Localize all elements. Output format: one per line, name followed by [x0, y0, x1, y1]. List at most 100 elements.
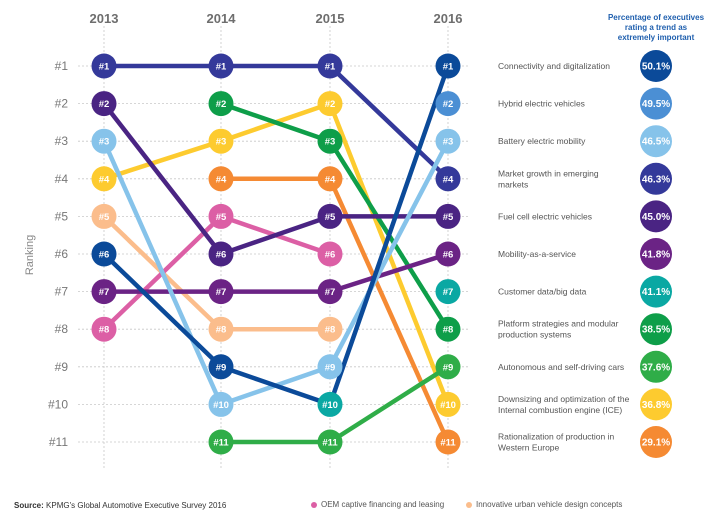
rank-node [435, 203, 461, 229]
rank-node [91, 128, 117, 154]
trend-label: Downsizing and optimization of the [498, 394, 630, 404]
trend-label: Autonomous and self-driving cars [498, 362, 624, 372]
x-tick-label: 2013 [90, 11, 119, 26]
rank-node [208, 316, 234, 342]
rank-node [435, 166, 461, 192]
trend-label: Internal combustion engine (ICE) [498, 405, 622, 415]
percent-badge [640, 162, 672, 195]
rank-node-label: #2 [216, 99, 227, 110]
rank-node-label: #7 [443, 287, 454, 298]
y-tick-label: #11 [49, 435, 68, 449]
rank-node [91, 316, 117, 342]
rank-node-label: #7 [216, 287, 227, 298]
percent-badge [640, 238, 672, 270]
legend-item-oem: OEM captive financing and leasing [311, 500, 444, 509]
legend-dot [311, 501, 317, 508]
y-tick-label: #6 [55, 247, 69, 261]
percent-value: 37.6% [642, 362, 670, 373]
percent-value: 50.1% [642, 62, 670, 73]
rank-node-label: #4 [216, 174, 227, 185]
trend-label: Western Europe [498, 443, 560, 453]
trend-label: markets [498, 179, 528, 189]
percent-value: 41.1% [642, 287, 670, 298]
percent-value: 38.5% [642, 325, 670, 336]
trend-label: Customer data/big data [498, 287, 587, 297]
trend-labels: Connectivity and digitalization Hybrid el… [498, 61, 630, 453]
y-tick-label: #3 [55, 134, 69, 148]
rank-node [208, 354, 234, 380]
rank-node [91, 241, 117, 267]
series-line [101, 251, 451, 294]
percent-badge [640, 313, 672, 346]
rank-node-label: #10 [322, 400, 338, 411]
percent-header: Percentage of executives [608, 13, 705, 22]
series-nodes: #5 #8 #8 #8 #5 #6 #4 #4 #11 #4 #3 #2 #10 #11 #11 #9 #2 #3… [91, 53, 461, 455]
rank-node [208, 128, 234, 154]
trend-label: Fuel cell electric vehicles [498, 211, 592, 221]
rank-node-label: #8 [443, 325, 454, 336]
rank-node [91, 53, 117, 79]
rank-node [208, 203, 234, 229]
y-tick-label: #7 [55, 285, 69, 299]
series-line [101, 63, 451, 182]
source-note: Source: KPMG's Global Automotive Executi… [14, 501, 226, 510]
rank-node-label: #11 [213, 438, 229, 449]
source-text: KPMG's Global Automotive Executive Surve… [43, 501, 227, 510]
rank-node-label: #3 [325, 137, 336, 148]
rank-node [317, 53, 343, 79]
rank-node [317, 429, 343, 455]
legend-label: Innovative urban vehicle design concepts [476, 500, 623, 509]
rank-node [208, 53, 234, 79]
series-line [101, 214, 333, 332]
percent-badge [640, 125, 672, 158]
rank-node [317, 279, 343, 305]
percent-badge [640, 350, 672, 383]
trend-label: Platform strategies and modular [498, 319, 619, 329]
y-tick-label: #4 [55, 172, 69, 186]
rank-node-label: #3 [99, 137, 110, 148]
rank-node-label: #1 [216, 62, 227, 73]
y-tick-label: #1 [55, 59, 69, 73]
rank-node-label: #5 [325, 212, 336, 223]
y-tick-label: #5 [55, 209, 69, 223]
rank-node [208, 166, 234, 192]
legend-label: OEM captive financing and leasing [321, 500, 445, 509]
rank-node-label: #1 [443, 62, 454, 73]
rank-node-label: #7 [325, 287, 336, 298]
percent-value: 46.3% [642, 174, 670, 185]
rank-node-label: #2 [443, 99, 454, 110]
percent-header: extremely important [618, 33, 695, 42]
source-label: Source: [14, 501, 44, 510]
rank-node-label: #1 [99, 62, 110, 73]
x-tick-label: 2014 [207, 11, 237, 26]
percent-value: 36.8% [642, 400, 670, 411]
y-tick-label: #8 [55, 322, 69, 336]
rank-node-label: #8 [99, 325, 110, 336]
rank-node [435, 241, 461, 267]
y-tick-label: #2 [55, 97, 69, 111]
percent-value: 49.5% [642, 99, 670, 110]
percent-badge [640, 275, 672, 308]
trend-label: Market growth in emerging [498, 168, 599, 178]
rank-node-label: #10 [213, 400, 229, 411]
rank-node-label: #9 [216, 362, 227, 373]
trend-label: Connectivity and digitalization [498, 61, 610, 71]
rank-node [317, 91, 343, 117]
rank-node-label: #8 [325, 325, 336, 336]
rank-node-label: #5 [99, 212, 110, 223]
trend-label: Mobility-as-a-service [498, 249, 576, 259]
rank-node-label: #11 [440, 438, 456, 449]
rank-node-label: #6 [216, 250, 227, 261]
rank-node-label: #9 [443, 362, 454, 373]
rank-node-label: #4 [325, 174, 336, 185]
rank-node [208, 429, 234, 455]
rank-node [435, 91, 461, 117]
rank-node [317, 354, 343, 380]
y-tick-label: #10 [48, 397, 68, 411]
rank-node-label: #3 [443, 137, 454, 148]
rank-node-label: #6 [325, 250, 336, 261]
percent-badge [640, 388, 672, 421]
rank-node-label: #10 [440, 400, 456, 411]
rank-node-label: #5 [443, 212, 454, 223]
y-axis-label: Ranking [24, 235, 36, 275]
